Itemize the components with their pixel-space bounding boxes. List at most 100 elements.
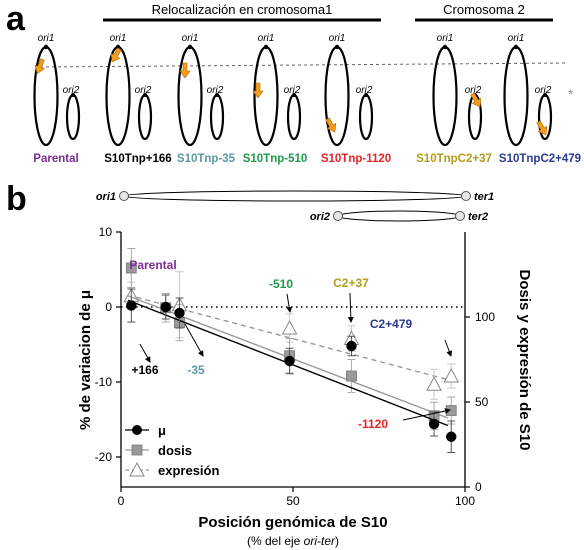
chromosome1-outline [33, 45, 59, 147]
arrow-shape [252, 82, 264, 99]
strain-label: S10TnpC2+37 [416, 153, 492, 165]
ori2-label: ori2 [135, 85, 152, 96]
ori2-dot [71, 93, 75, 97]
ori2-dot [215, 93, 219, 97]
annotation-label: Parental [129, 258, 176, 272]
y2-tick-label: 100 [475, 310, 495, 324]
y-tick-label: 0 [105, 300, 112, 314]
ori1-dot [513, 44, 519, 50]
ter1-marker [461, 191, 471, 201]
y-tick-label: -20 [95, 450, 113, 464]
group1-title: Relocalización en cromosoma1 [152, 2, 333, 17]
ori-reference-line [39, 62, 569, 68]
point-expresion [426, 376, 442, 391]
annotation-label: -1120 [358, 417, 388, 431]
cell-1: ori1 ori2 [33, 33, 81, 147]
legend: μ dosis expresión [125, 423, 219, 478]
annotation-label: +166 [131, 363, 158, 377]
ori2-label: ori2 [284, 85, 301, 96]
chromosome1-outline [105, 45, 131, 147]
legend-item-mu: μ [125, 423, 166, 438]
ori1-dot [334, 44, 340, 50]
ori1-label: ori1 [182, 33, 199, 44]
gene-position-arrow [252, 82, 264, 99]
ori1-label: ori1 [258, 33, 275, 44]
point-mu [174, 307, 185, 319]
point-mu [446, 431, 457, 442]
gene-position-arrow [34, 58, 46, 75]
ori1-dot [43, 44, 49, 50]
ter1-label: ter1 [474, 191, 494, 203]
point-expresion [281, 319, 298, 335]
cell-2: ori1 ori2 [105, 33, 153, 147]
chromosome2-outline [65, 93, 81, 141]
x-axis-subtitle: (% del eje ori-ter) [247, 534, 339, 548]
point-annotations: Parental +166 -35 -510 C2+37 C2+479 -1120 [129, 258, 453, 431]
annotation-arrow [139, 343, 151, 363]
series-dosis [125, 248, 457, 430]
cell-7: ori1 ori2 [503, 33, 553, 147]
strain-label: S10Tnp-35 [177, 153, 236, 165]
legend-item-dosis: dosis [125, 443, 192, 458]
arrow-shape [470, 92, 482, 108]
chromosome1-outline [177, 45, 203, 147]
annotation-arrow [184, 323, 204, 357]
chromosome2-bar [333, 210, 465, 222]
point-dosis [346, 370, 357, 382]
strain-label: S10Tnp+166 [104, 153, 171, 165]
ori2-dot [143, 93, 147, 97]
ter2-marker [455, 211, 465, 221]
annotation-label: -510 [269, 277, 293, 291]
annotation-label: C2+479 [370, 317, 413, 331]
cell-5: ori1 ori2 [324, 33, 374, 147]
chromosome1-bar [119, 190, 471, 202]
strain-label: S10Tnp-1120 [321, 153, 391, 165]
annotation-label: -35 [187, 363, 205, 377]
chromosome2-outline [286, 93, 302, 141]
y2-tick-label: 0 [475, 480, 482, 494]
chromosome2-outline [209, 93, 225, 141]
ori1-dot [187, 44, 193, 50]
panel-a-label: a [6, 0, 26, 38]
ori1-label: ori1 [38, 33, 55, 44]
ori2-label: ori2 [63, 85, 80, 96]
panel-b-label: b [6, 180, 27, 218]
point-mu [284, 355, 295, 367]
arrow-shape [325, 117, 337, 133]
annotation-label: C2+37 [333, 276, 369, 290]
x-tick-label: 0 [118, 494, 125, 508]
y-axis-title: % de variacion de μ [77, 290, 94, 430]
ori1-dot [442, 44, 448, 50]
chromosome2-outline [137, 93, 153, 141]
point-mu [346, 340, 357, 352]
ori1-label: ori1 [110, 33, 127, 44]
strain-labels: Parental S10Tnp+166 S10Tnp-35 S10Tnp-510 S10… [33, 153, 581, 165]
ori1-label: ori1 [508, 33, 525, 44]
point-expresion [443, 367, 460, 383]
asterisk-mark: * [568, 86, 574, 102]
ori2-label: ori2 [356, 85, 373, 96]
arrow-shape [179, 62, 191, 79]
annotation-arrow [286, 293, 293, 313]
series-mu [126, 288, 457, 453]
svg-text:expresión: expresión [158, 463, 219, 478]
gene-position-arrow [470, 92, 482, 108]
annotation-arrow [347, 292, 354, 323]
point-mu [126, 300, 137, 311]
ori1-label: ori1 [96, 191, 116, 203]
ori2-label: ori2 [535, 85, 552, 96]
cell-4: ori1 ori2 [252, 33, 302, 147]
x-tick-label: 100 [455, 494, 475, 508]
ori1-label: ori1 [437, 33, 454, 44]
gene-position-arrow [110, 47, 122, 63]
cell-6: ori1 ori2 [432, 33, 483, 147]
chromosome1-outline [432, 45, 458, 147]
point-mu [428, 418, 440, 430]
x-tick-label: 50 [286, 494, 300, 508]
chromosome2-outline [358, 93, 374, 141]
ori2-dot [543, 93, 547, 97]
arrow-shape [536, 120, 548, 136]
x-axis-title: Posición genómica de S10 [198, 514, 387, 531]
